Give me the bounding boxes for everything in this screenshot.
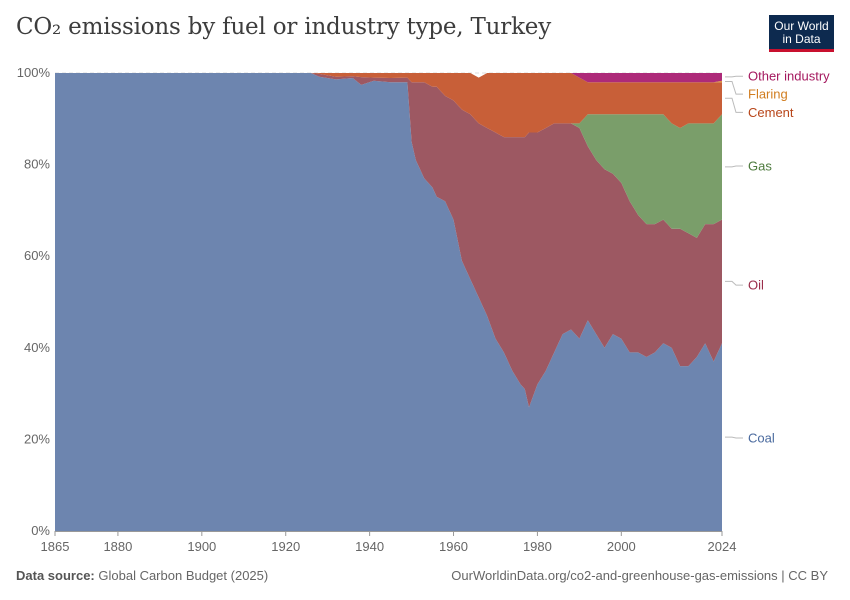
legend-connector-other-industry xyxy=(725,75,743,78)
data-source-label: Data source: xyxy=(16,568,95,583)
chart-title: CO₂ emissions by fuel or industry type, … xyxy=(16,14,552,40)
data-source-text: Global Carbon Budget (2025) xyxy=(98,568,269,583)
area-coal[interactable] xyxy=(55,73,722,531)
y-tick-label: 40% xyxy=(24,340,50,355)
legend-connector-gas xyxy=(725,165,743,168)
x-tick-label: 1880 xyxy=(103,539,132,554)
logo-line-2: in Data xyxy=(782,32,821,46)
area-gas[interactable] xyxy=(55,73,722,238)
x-tick-label: 2024 xyxy=(708,539,737,554)
x-tick-label: 1865 xyxy=(41,539,70,554)
y-tick-label: 60% xyxy=(24,248,50,263)
legend: Other industry Flaring Cement Gas Oil Coal xyxy=(725,69,830,446)
source-url-link[interactable]: OurWorldinData.org/co2-and-greenhouse-ga… xyxy=(451,568,828,583)
data-source: Data source: Global Carbon Budget (2025) xyxy=(16,568,268,583)
legend-connector-flaring xyxy=(725,81,743,95)
area-oil[interactable] xyxy=(55,73,722,408)
legend-label-cement[interactable]: Cement xyxy=(748,105,794,120)
legend-label-gas[interactable]: Gas xyxy=(748,158,772,173)
legend-label-oil[interactable]: Oil xyxy=(748,278,764,293)
y-tick-label: 0% xyxy=(31,523,50,538)
y-tick-label: 100% xyxy=(17,65,51,80)
y-tick-label: 80% xyxy=(24,157,50,172)
legend-connector-cement xyxy=(725,97,743,113)
x-tick-label: 1920 xyxy=(271,539,300,554)
x-tick-label: 1940 xyxy=(355,539,384,554)
series-areas xyxy=(55,73,722,531)
legend-label-other-industry[interactable]: Other industry xyxy=(748,69,830,84)
area-cement[interactable] xyxy=(55,73,722,138)
logo-line-1: Our World xyxy=(774,19,829,33)
owid-logo[interactable]: Our World in Data xyxy=(769,15,834,52)
legend-label-coal[interactable]: Coal xyxy=(748,431,775,446)
legend-connector-oil xyxy=(725,280,743,286)
x-tick-label: 1980 xyxy=(523,539,552,554)
x-tick-label: 1960 xyxy=(439,539,468,554)
area-other-industry[interactable] xyxy=(55,73,722,83)
x-tick-label: 2000 xyxy=(607,539,636,554)
legend-connector-coal xyxy=(725,436,743,439)
y-tick-label: 20% xyxy=(24,431,50,446)
x-tick-label: 1900 xyxy=(187,539,216,554)
legend-label-flaring[interactable]: Flaring xyxy=(748,87,788,102)
axes: 0% 20% 40% 60% 80% 100% 1865 1880 1900 1920 1940 19… xyxy=(17,65,737,554)
